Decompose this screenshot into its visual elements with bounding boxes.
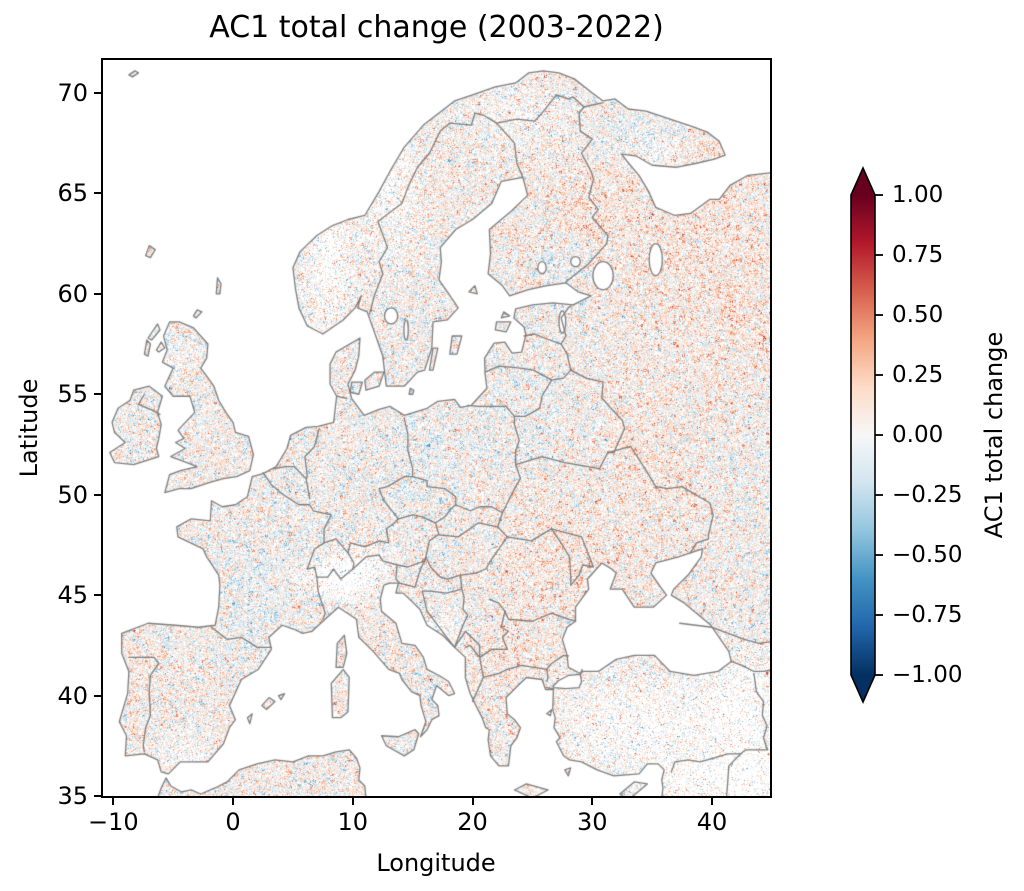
colorbar-tick-label: 1.00 (892, 182, 982, 208)
plot-frame (101, 58, 772, 798)
europe-map-canvas (103, 60, 770, 796)
y-axis-label: Latitude (15, 278, 45, 578)
colorbar-label: AC1 total change (980, 285, 1010, 585)
figure-root: AC1 total change (2003-2022) −10 0 10 20 30 4… (0, 0, 1024, 891)
colorbar-tick-label: −1.00 (892, 662, 982, 688)
x-tick-label: 40 (667, 809, 757, 835)
x-tick-label: 10 (308, 809, 398, 835)
y-tick-label: 35 (34, 783, 88, 809)
y-tick-label: 45 (34, 582, 88, 608)
y-tick-mark (94, 594, 101, 596)
x-tick-mark (711, 798, 713, 805)
x-tick-mark (591, 798, 593, 805)
x-tick-mark (472, 798, 474, 805)
y-tick-mark (94, 393, 101, 395)
y-tick-label: 65 (34, 180, 88, 206)
y-tick-mark (94, 192, 101, 194)
y-tick-mark (94, 92, 101, 94)
x-tick-label: 30 (547, 809, 637, 835)
colorbar-tick-label: −0.25 (892, 482, 982, 508)
y-tick-mark (94, 695, 101, 697)
x-tick-mark (232, 798, 234, 805)
y-tick-mark (94, 795, 101, 797)
plot-title: AC1 total change (2003-2022) (103, 11, 770, 45)
colorbar-tick-label: 0.75 (892, 242, 982, 268)
colorbar-tick-label: −0.50 (892, 542, 982, 568)
colorbar (849, 166, 893, 706)
x-axis-label: Longitude (286, 849, 586, 877)
x-tick-mark (112, 798, 114, 805)
colorbar-tick-label: 0.25 (892, 362, 982, 388)
x-tick-mark (352, 798, 354, 805)
y-tick-mark (94, 494, 101, 496)
y-tick-mark (94, 293, 101, 295)
colorbar-gradient (851, 168, 875, 702)
colorbar-tick-label: 0.50 (892, 302, 982, 328)
y-tick-label: 70 (34, 80, 88, 106)
x-tick-label: −10 (68, 809, 158, 835)
y-tick-label: 40 (34, 683, 88, 709)
x-tick-label: 20 (428, 809, 518, 835)
x-tick-label: 0 (188, 809, 278, 835)
colorbar-tick-label: 0.00 (892, 422, 982, 448)
colorbar-tick-label: −0.75 (892, 602, 982, 628)
